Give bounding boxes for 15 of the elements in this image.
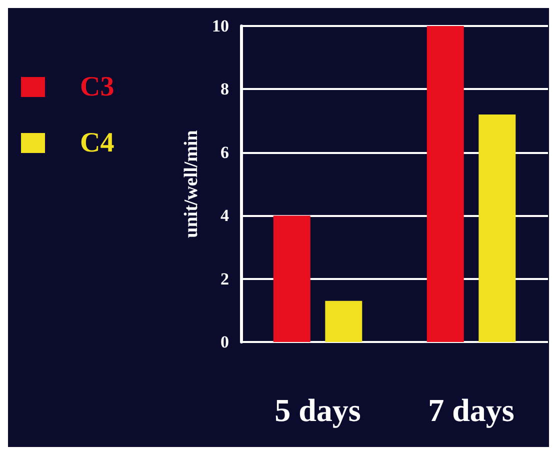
y-tick-label: 6 (220, 142, 229, 162)
y-tick-label: 10 (212, 16, 229, 36)
bar (273, 216, 310, 342)
legend-label: C3 (80, 72, 114, 102)
legend-label: C4 (80, 128, 114, 158)
y-tick-label: 0 (220, 332, 229, 352)
bar (478, 114, 516, 342)
y-tick-label: 4 (220, 206, 230, 226)
x-tick-label: 5 days (274, 392, 361, 428)
bar (426, 26, 464, 342)
y-tick-label: 8 (220, 80, 229, 99)
y-tick-label: 2 (220, 269, 229, 288)
bar (325, 300, 362, 342)
y-axis-title: unit/well/min (181, 130, 202, 238)
x-tick-label: 7 days (428, 392, 514, 428)
